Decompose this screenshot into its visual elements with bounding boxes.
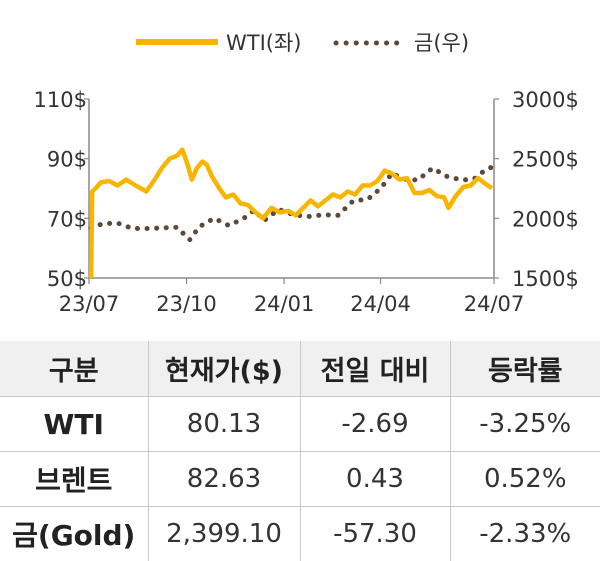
row-price: 82.63 (147, 451, 300, 507)
left-y-tick-label: 50$ (47, 267, 87, 291)
table-row: 브렌트 82.63 0.43 0.52% (0, 451, 600, 507)
commodity-price-chart: WTI(좌) 금(우) 50$ 70$ 90$ 110$ 1500$ 2000$ 2500$… (34, 31, 579, 316)
legend-label-wti: WTI(좌) (226, 31, 302, 55)
left-y-tick-label: 90$ (47, 148, 87, 172)
row-change: 0.43 (299, 451, 450, 507)
series-line-wti (88, 147, 494, 279)
x-tick-label: 23/10 (156, 292, 217, 316)
header-change: 전일 대비 (299, 341, 450, 397)
right-y-tick-label: 3000$ (512, 88, 579, 112)
row-price: 2,399.10 (147, 506, 300, 561)
row-name: WTI (0, 396, 148, 452)
legend-label-gold: 금(우) (414, 31, 469, 55)
left-y-tick-label: 110$ (34, 88, 87, 112)
right-y-tick-label: 1500$ (512, 267, 579, 291)
row-rate: -2.33% (449, 506, 600, 561)
table-row: 금(Gold) 2,399.10 -57.30 -2.33% (0, 506, 600, 561)
header-category: 구분 (0, 341, 148, 397)
x-tick-label: 23/07 (59, 292, 120, 316)
header-price: 현재가($) (147, 341, 300, 397)
chart-series (88, 147, 495, 279)
right-y-tick-label: 2500$ (512, 148, 579, 172)
row-name: 금(Gold) (0, 506, 148, 561)
row-rate: -3.25% (449, 396, 600, 452)
header-rate: 등락률 (449, 341, 600, 397)
table-row: WTI 80.13 -2.69 -3.25% (0, 396, 600, 452)
row-change: -57.30 (299, 506, 450, 561)
x-tick-label: 24/07 (464, 292, 525, 316)
x-tick-label: 24/04 (350, 292, 411, 316)
chart-axes (88, 99, 495, 279)
left-y-tick-label: 70$ (47, 207, 87, 231)
price-table: 구분 현재가($) 전일 대비 등락률 WTI 80.13 -2.69 -3.2… (0, 341, 600, 561)
x-tick-label: 24/01 (254, 292, 315, 316)
row-change: -2.69 (299, 396, 450, 452)
series-line-gold (88, 164, 495, 244)
row-rate: 0.52% (449, 451, 600, 507)
table-header-row: 구분 현재가($) 전일 대비 등락률 (0, 341, 600, 397)
row-price: 80.13 (147, 396, 300, 452)
right-y-tick-label: 2000$ (512, 207, 579, 231)
chart-legend: WTI(좌) 금(우) (136, 31, 469, 55)
axis-ticks: 50$ 70$ 90$ 110$ 1500$ 2000$ 2500$ 3000$ 23/07 23… (34, 88, 579, 316)
row-name: 브렌트 (0, 451, 148, 507)
